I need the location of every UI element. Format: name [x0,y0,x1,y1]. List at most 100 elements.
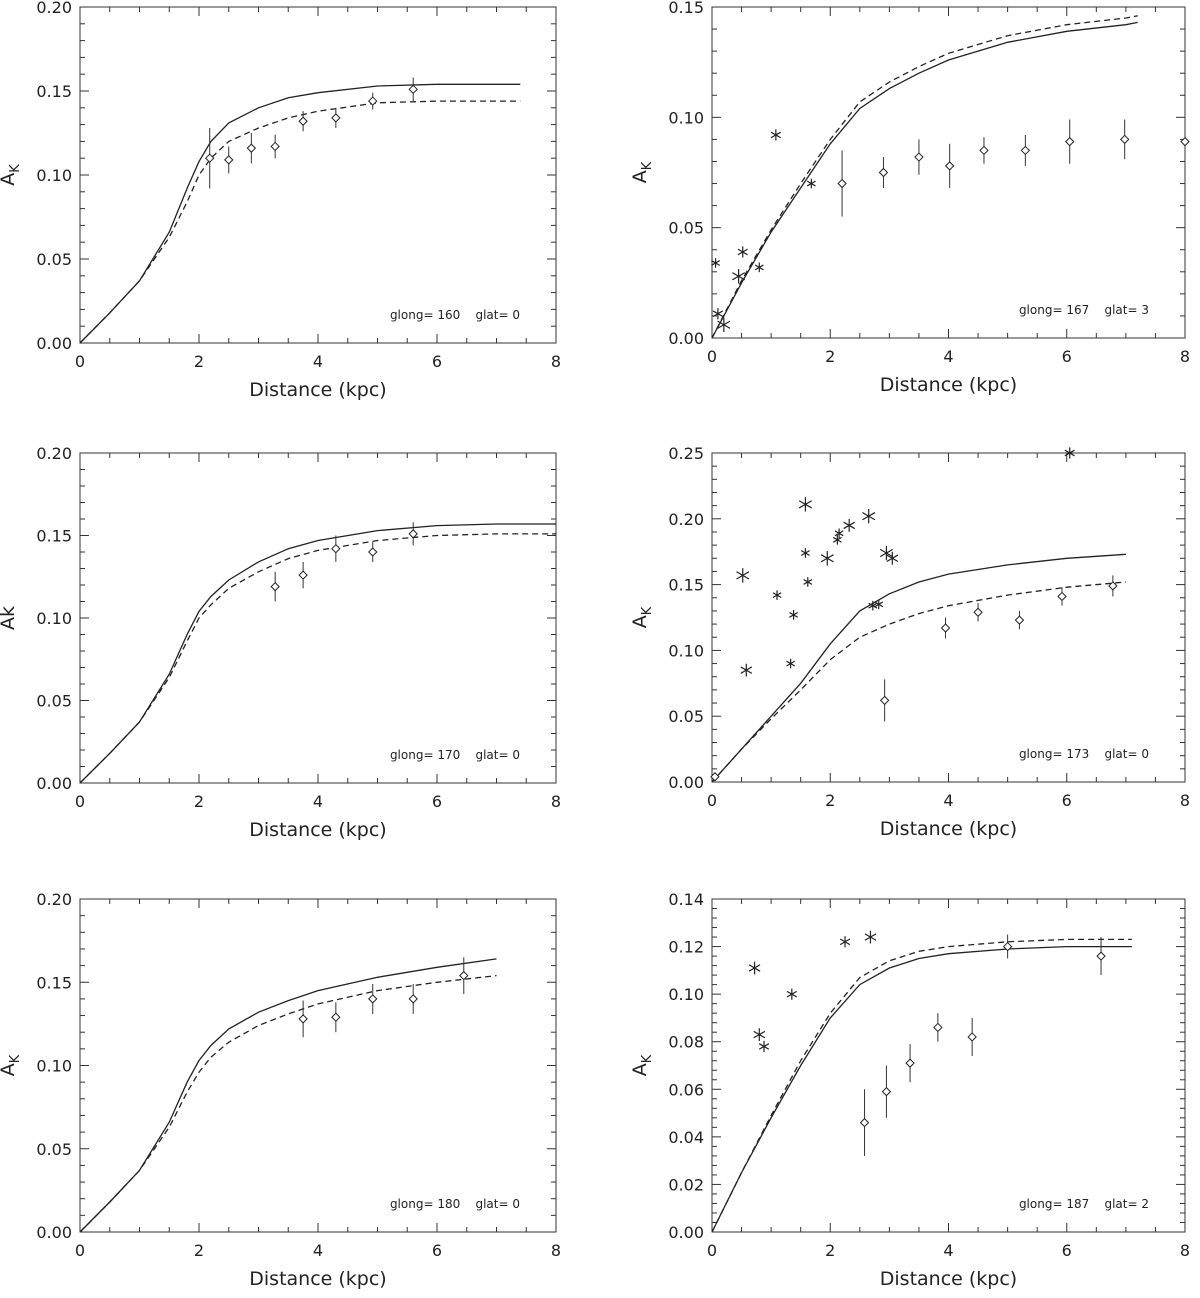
data-point-diamond [914,152,924,162]
data-point-asterisk [839,936,851,948]
y-tick-label: 0.15 [36,973,72,992]
asterisk-stroke [732,272,746,281]
y-axis-title-subscript: K [640,161,655,170]
data-point-diamond [1180,136,1190,147]
asterisk-stroke [758,1043,770,1050]
y-axis-title-subscript: K [8,1054,23,1063]
y-axis-title: AK [629,606,655,628]
asterisk-stroke [862,512,876,521]
y-tick-label: 0.02 [668,1175,704,1194]
x-tick-label: 2 [825,1241,835,1260]
asterisk-stroke [753,1030,766,1039]
data-point-diamond [940,623,951,633]
y-tick-label: 0.15 [36,82,72,101]
plot-frame [711,6,1186,339]
y-axis-title-main: A [0,1063,19,1076]
x-tick-label: 4 [313,1241,323,1260]
data-point-diamond [408,84,418,95]
plot-frame [711,898,1186,1233]
data-point-diamond [270,141,280,152]
plot-frame [79,6,557,344]
data-point-diamond [331,1012,341,1022]
y-tick-label: 0.25 [668,444,704,463]
chart-panel-5: 0 2 4 6 8 0.00 0.05 0.10 0.15 0.20 Distance (kpc) A… [0,890,561,1290]
asterisk-stroke [711,260,721,266]
data-point-diamond [408,994,418,1004]
x-tick-label: 4 [943,791,953,810]
data-point-diamond [905,1058,915,1068]
y-tick-label: 0.00 [36,334,72,353]
y-tick-label: 0.00 [36,774,72,793]
data-point-diamond [878,167,889,178]
x-tick-label: 8 [551,792,561,811]
y-tick-label: 0.12 [668,938,704,957]
x-tick-label: 2 [194,1241,204,1260]
data-point-diamond [1057,591,1067,602]
data-point-asterisk [748,961,761,975]
asterisk-stroke [740,666,753,674]
y-tick-label: 0.10 [36,609,72,628]
y-axis-title: AK [0,1054,23,1076]
data-point-diamond [879,695,890,706]
y-tick-label: 0.15 [668,0,704,17]
y-axis-title-subscript: K [640,1054,655,1063]
data-point-asterisk [740,663,753,677]
y-tick-label: 0.14 [668,890,704,909]
data-point-diamond [459,970,469,981]
panel-annotation: glong= 167 glat= 3 [1019,303,1149,317]
data-point-diamond [331,113,341,123]
data-point-diamond [1020,145,1031,156]
y-tick-label: 0.15 [36,527,72,546]
data-point-asterisk [806,178,816,189]
y-tick-label: 0.00 [668,1223,704,1242]
asterisk-stroke [839,938,851,946]
data-point-asterisk [736,568,750,583]
panel-annotation: glong= 180 glat= 0 [390,1197,520,1211]
data-point-asterisk [862,508,876,524]
data-point-diamond [368,547,378,557]
data-point-asterisk [820,551,834,566]
model-curve-dashed [79,974,497,1233]
y-tick-label: 0.00 [668,329,704,348]
data-point-diamond [967,1032,977,1042]
model-curve-solid [711,945,1132,1233]
data-point-diamond [205,153,215,163]
x-tick-label: 0 [707,791,717,810]
data-point-asterisk [879,545,893,561]
asterisk-stroke [770,131,782,139]
data-point-diamond [1096,951,1106,961]
x-tick-label: 0 [75,1241,85,1260]
data-point-diamond [368,96,378,106]
model-curve-solid [79,83,521,344]
y-tick-label: 0.05 [36,692,72,711]
model-curve-dashed [79,533,556,784]
asterisk-stroke [803,579,813,585]
asterisk-stroke [843,521,856,530]
panel-annotation: glong= 187 glat= 2 [1019,1197,1149,1211]
chart-panel-3: 0 2 4 6 8 0.00 0.05 0.10 0.15 0.20 Distance (kpc) A… [0,444,561,841]
data-point-asterisk [1064,447,1075,459]
x-tick-label: 8 [1180,791,1190,810]
data-point-asterisk [754,262,764,273]
y-axis-title: AK [0,164,23,186]
x-tick-label: 6 [1062,791,1072,810]
model-curve-solid [79,523,556,784]
panel-annotation: glong= 173 glat= 0 [1019,747,1149,761]
x-tick-label: 6 [432,352,442,371]
y-axis-title: AK [629,161,655,183]
x-tick-label: 0 [75,792,85,811]
x-tick-label: 8 [551,352,561,371]
data-point-asterisk [864,930,877,944]
data-point-diamond [859,1117,870,1128]
x-tick-label: 6 [1062,347,1072,366]
model-curve-dashed [79,100,521,344]
data-point-diamond [1065,136,1075,147]
data-point-asterisk [711,258,721,268]
data-point-asterisk [834,528,844,539]
y-axis-title-main: A [0,173,19,186]
x-tick-label: 4 [313,352,323,371]
asterisk-stroke [834,530,844,537]
asterisk-stroke [772,592,782,599]
